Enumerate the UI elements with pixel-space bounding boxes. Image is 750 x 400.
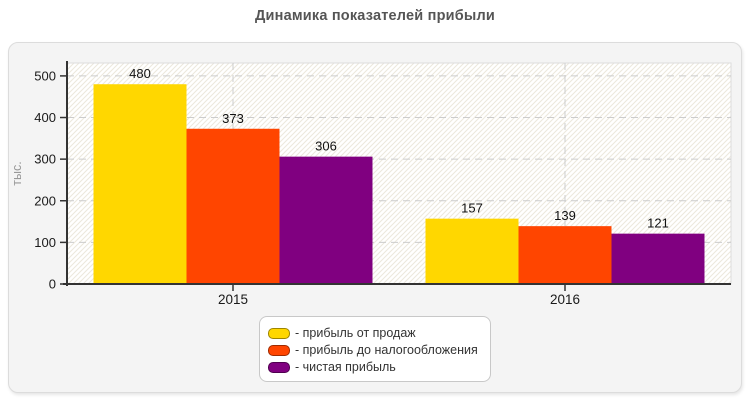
legend-item-3: - чистая прибыль	[268, 359, 490, 376]
chart-legend: - прибыль от продаж - прибыль до налогооб…	[259, 316, 491, 382]
y-tick-label-500: 500	[34, 68, 56, 83]
y-axis-title: тыс.	[10, 161, 24, 185]
value-label-series1-2015: 480	[129, 66, 151, 81]
value-label-series2-2016: 139	[554, 208, 576, 223]
x-tick-label-2016: 2016	[550, 292, 580, 307]
legend-item-2: - прибыль до налогообложения	[268, 342, 490, 359]
bar-series1-2015	[93, 84, 187, 285]
legend-swatch-icon	[268, 345, 290, 356]
y-tick-label-200: 200	[34, 193, 56, 208]
value-label-series3-2015: 306	[315, 139, 337, 154]
legend-label: - прибыль от продаж	[295, 326, 416, 340]
y-tick-label-0: 0	[49, 277, 56, 292]
x-tick-label-2015: 2015	[218, 292, 248, 307]
legend-item-1: - прибыль от продаж	[268, 325, 490, 342]
chart-panel: 480 373 306 157 139 121 0 100 200 300 400 500 2015 20…	[8, 42, 742, 393]
bar-series1-2016	[425, 218, 519, 284]
y-tick-label-300: 300	[34, 152, 56, 167]
value-label-series1-2016: 157	[461, 201, 483, 216]
chart-title: Динамика показателей прибыли	[254, 8, 496, 24]
bar-series2-2016	[518, 226, 612, 284]
bar-series3-2016	[611, 233, 705, 284]
bar-series3-2015	[279, 156, 373, 284]
value-label-series2-2015: 373	[222, 111, 244, 126]
legend-label: - прибыль до налогообложения	[295, 343, 478, 357]
bar-series2-2015	[186, 128, 280, 284]
y-tick-label-400: 400	[34, 110, 56, 125]
legend-label: - чистая прибыль	[295, 360, 396, 374]
legend-swatch-icon	[268, 362, 290, 373]
value-label-series3-2016: 121	[647, 216, 669, 231]
bar-chart-plot: 480 373 306 157 139 121 0 100 200 300 400 500 2015 20…	[10, 61, 732, 307]
y-tick-label-100: 100	[34, 235, 56, 250]
legend-swatch-icon	[268, 328, 290, 339]
